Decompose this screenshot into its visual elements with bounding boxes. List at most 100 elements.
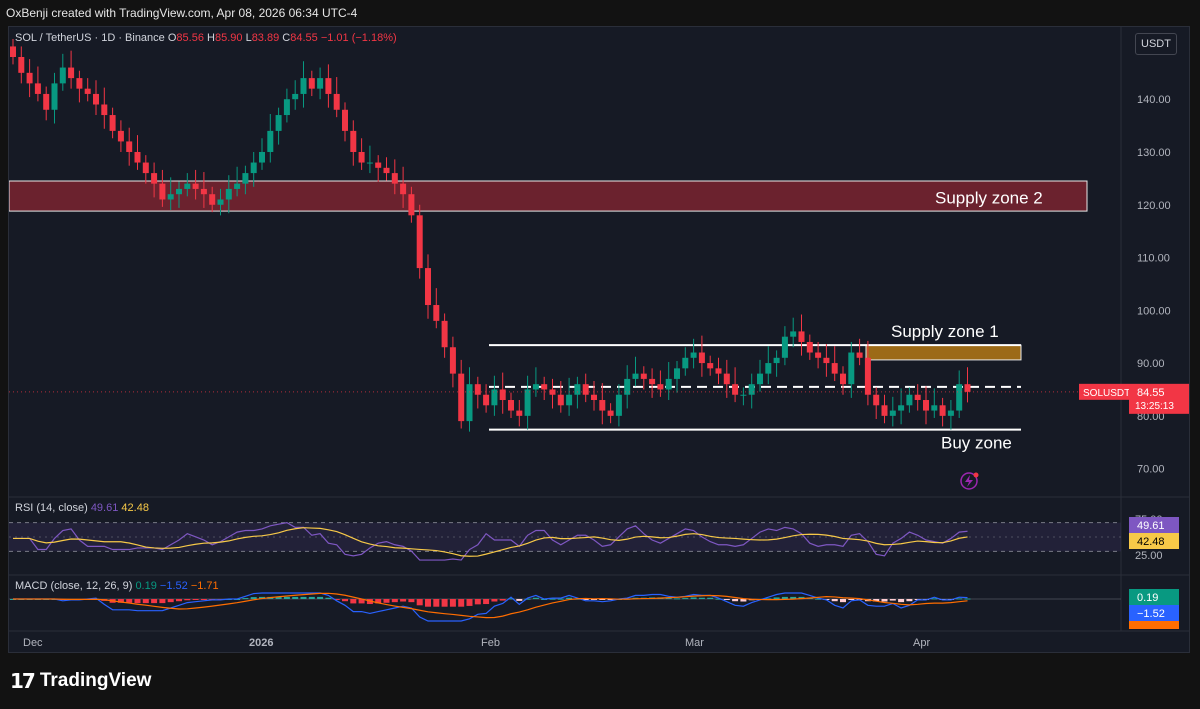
macd-hist-value: 0.19	[135, 580, 157, 592]
macd-histogram-bar	[707, 597, 714, 599]
candle-body	[698, 352, 705, 364]
macd-label: MACD (close, 12, 26, 9)	[15, 580, 133, 592]
candle-body	[657, 384, 664, 390]
close-value: 84.55	[290, 32, 318, 44]
candle-body	[34, 83, 41, 94]
macd-histogram-bar	[117, 599, 124, 603]
candle-body	[416, 215, 423, 269]
macd-hist-tag-bg	[1129, 589, 1179, 605]
candle-body	[541, 384, 548, 390]
candle-body	[947, 410, 954, 416]
candle-body	[26, 72, 33, 84]
candle-body	[51, 83, 58, 110]
candle-body	[840, 373, 846, 385]
macd-histogram-bar	[765, 598, 772, 600]
macd-histogram-bar	[549, 598, 556, 600]
candle-body	[674, 368, 680, 379]
candle-body	[458, 373, 465, 422]
candle-body	[217, 199, 224, 205]
macd-histogram-bar	[458, 599, 465, 607]
candle-body	[690, 352, 697, 358]
macd-histogram-bar	[375, 599, 382, 604]
open-value: 85.56	[176, 32, 204, 44]
candle-body	[126, 141, 133, 152]
candle-body	[134, 151, 141, 163]
chart-canvas[interactable]: 140.00 130.00 120.00 110.00 100.00 90.00 80.00…	[9, 27, 1190, 653]
candle-body	[242, 173, 249, 184]
candle-body	[873, 394, 880, 406]
macd-histogram-bar	[956, 598, 963, 600]
candle-body	[964, 384, 971, 392]
candle-body	[823, 357, 830, 364]
macd-histogram-bar	[350, 599, 357, 604]
macd-line	[13, 592, 968, 622]
candle-body	[582, 384, 589, 395]
price-tick-label: 90.00	[1137, 358, 1165, 370]
candle-body	[649, 378, 656, 385]
candle-body	[682, 357, 689, 369]
rsi-band	[9, 522, 1121, 552]
macd-histogram-bar	[441, 599, 448, 607]
candle-body	[607, 410, 614, 416]
candle-body	[757, 373, 763, 385]
macd-histogram-bar	[773, 597, 780, 599]
macd-hist-tag: 0.19	[1137, 592, 1158, 604]
macd-histogram-bar	[408, 599, 415, 603]
candle-body	[864, 357, 871, 395]
candle-body	[209, 194, 216, 205]
price-tick-label: 70.00	[1137, 464, 1165, 476]
candle-body	[317, 78, 324, 89]
macd-histogram-bar	[433, 599, 440, 607]
candle-body	[43, 93, 50, 110]
candle-body	[433, 305, 440, 321]
candle-body	[781, 336, 788, 358]
candle-body	[18, 57, 25, 73]
candle-body	[76, 78, 83, 89]
macd-histogram-bar	[358, 599, 365, 604]
candle-body	[499, 389, 506, 401]
macd-histogram-bar	[425, 599, 431, 607]
time-axis-label: Apr	[913, 637, 930, 649]
macd-histogram-bar	[557, 598, 564, 600]
candle-body	[806, 341, 813, 353]
macd-histogram-bar	[682, 598, 689, 600]
macd-histogram-bar	[300, 596, 307, 599]
rsi-tag-bg	[1129, 517, 1179, 533]
macd-histogram-bar	[383, 599, 390, 603]
candle-body	[831, 363, 838, 374]
candle-body	[176, 188, 182, 195]
candle-body	[358, 151, 365, 163]
symbol-name: SOL / TetherUS · 1D · Binance	[15, 32, 165, 44]
candle-body	[632, 373, 639, 379]
macd-histogram-bar	[474, 599, 481, 605]
buy-zone-label: Buy zone	[941, 434, 1012, 453]
candle-body	[167, 194, 174, 200]
candle-body	[225, 188, 232, 200]
price-tick-label: 140.00	[1137, 94, 1171, 106]
macd-histogram-bar	[881, 599, 888, 602]
chart-frame[interactable]: 140.00 130.00 120.00 110.00 100.00 90.00 80.00…	[8, 26, 1190, 653]
candle-body	[308, 78, 315, 89]
macd-histogram-bar	[532, 597, 539, 599]
macd-signal-tag-bg	[1129, 621, 1179, 629]
candle-body	[566, 394, 573, 406]
candle-body	[856, 352, 863, 358]
macd-histogram-bar	[400, 599, 407, 602]
candle-body	[574, 384, 581, 395]
candle-body	[748, 384, 755, 395]
macd-histogram-bar	[873, 599, 880, 602]
candle-body	[300, 78, 307, 94]
macd-histogram-bar	[159, 599, 166, 604]
symbol-legend: SOL / TetherUS · 1D · Binance O85.56 H85…	[15, 32, 397, 44]
candle-body	[790, 331, 797, 337]
price-tag-countdown: 13:25:13	[1135, 401, 1174, 412]
macd-histogram-bar	[790, 596, 797, 599]
macd-histogram-bar	[931, 598, 938, 600]
currency-button[interactable]: USDT	[1135, 33, 1177, 55]
macd-histogram-bar	[740, 599, 747, 602]
candle-body	[624, 378, 631, 395]
candle-body	[283, 99, 290, 116]
rsi-line	[13, 521, 968, 561]
macd-histogram-bar	[848, 599, 855, 600]
rsi-tag: 49.61	[1137, 520, 1165, 532]
